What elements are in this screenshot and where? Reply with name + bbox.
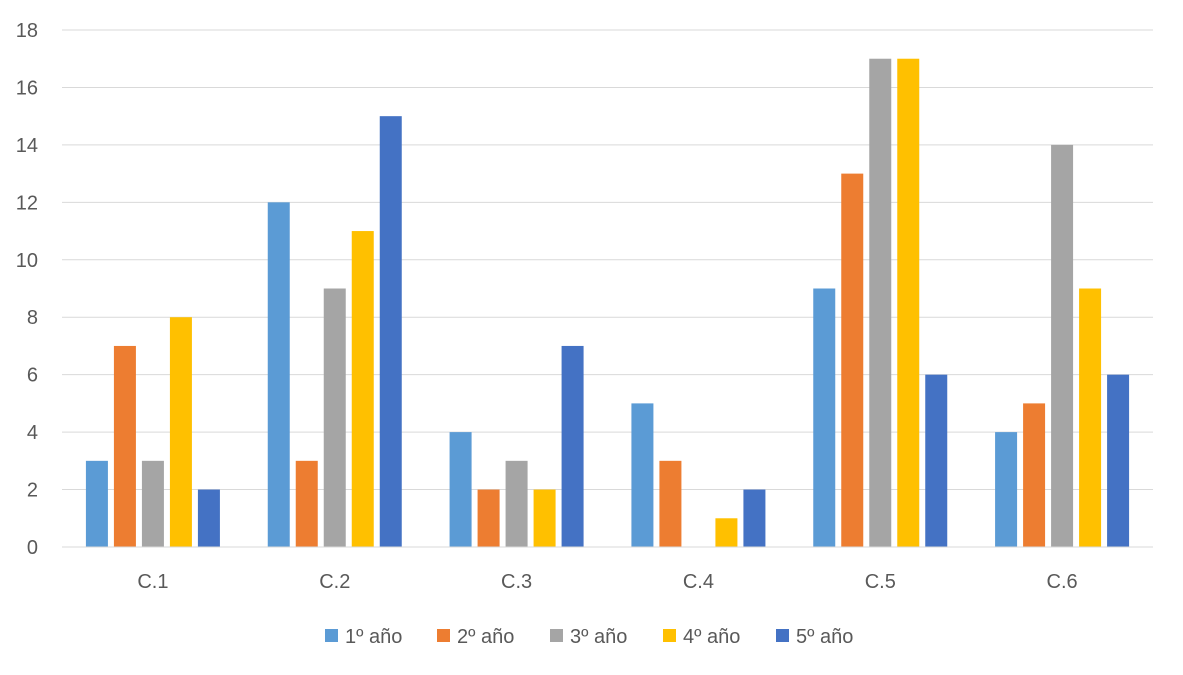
bar — [1079, 288, 1102, 547]
bar — [113, 345, 136, 547]
bar — [869, 58, 892, 547]
legend: 1º año 2º año 3º año 4º año 5º año — [325, 626, 853, 648]
y-tick-label: 12 — [16, 192, 38, 214]
bar — [449, 432, 472, 547]
bar — [1023, 403, 1046, 547]
y-tick-label: 2 — [27, 480, 38, 502]
legend-label: 2º año — [457, 626, 514, 648]
bar — [267, 202, 290, 548]
x-tick-label: C.3 — [501, 571, 532, 593]
y-tick-label: 14 — [16, 135, 38, 157]
legend-label: 3º año — [570, 626, 627, 648]
y-tick-label: 16 — [16, 77, 38, 99]
bar — [533, 489, 556, 547]
legend-swatch — [550, 629, 563, 642]
bar — [1107, 374, 1130, 547]
x-tick-label: C.2 — [319, 571, 350, 593]
y-tick-label: 6 — [27, 365, 38, 387]
bar — [561, 345, 584, 547]
bar — [897, 58, 920, 547]
bar — [477, 489, 500, 547]
bar — [323, 288, 346, 547]
legend-swatch — [325, 629, 338, 642]
legend-label: 1º año — [345, 626, 402, 648]
x-axis-ticks: C.1 C.2 C.3 C.4 C.5 C.6 — [137, 571, 1077, 593]
bar — [925, 374, 948, 547]
y-axis-ticks: 0 2 4 6 8 10 12 14 16 18 — [16, 20, 38, 559]
legend-swatch — [776, 629, 789, 642]
bar — [659, 460, 682, 547]
x-tick-label: C.1 — [137, 571, 168, 593]
bar — [351, 231, 374, 548]
bar — [995, 432, 1018, 547]
legend-swatch — [437, 629, 450, 642]
x-tick-label: C.4 — [683, 571, 714, 593]
y-tick-label: 18 — [16, 20, 38, 42]
legend-label: 5º año — [796, 626, 853, 648]
legend-label: 4º año — [683, 626, 740, 648]
bar — [141, 460, 164, 547]
bar — [715, 518, 738, 547]
bar — [197, 489, 220, 547]
y-tick-label: 0 — [27, 537, 38, 559]
x-tick-label: C.5 — [865, 571, 896, 593]
bar — [813, 288, 836, 547]
gridlines — [62, 29, 1153, 491]
bars — [85, 58, 1130, 548]
bar — [169, 317, 192, 547]
bar — [85, 460, 108, 547]
y-tick-label: 10 — [16, 250, 38, 272]
y-tick-label: 4 — [27, 422, 38, 444]
bar — [295, 460, 318, 547]
bar — [631, 403, 654, 547]
bar — [379, 116, 402, 548]
x-tick-label: C.6 — [1047, 571, 1078, 593]
bar — [841, 173, 864, 547]
legend-swatch — [663, 629, 676, 642]
y-tick-label: 8 — [27, 307, 38, 329]
bar — [1051, 144, 1074, 547]
bar — [743, 489, 766, 547]
bar — [505, 460, 528, 547]
